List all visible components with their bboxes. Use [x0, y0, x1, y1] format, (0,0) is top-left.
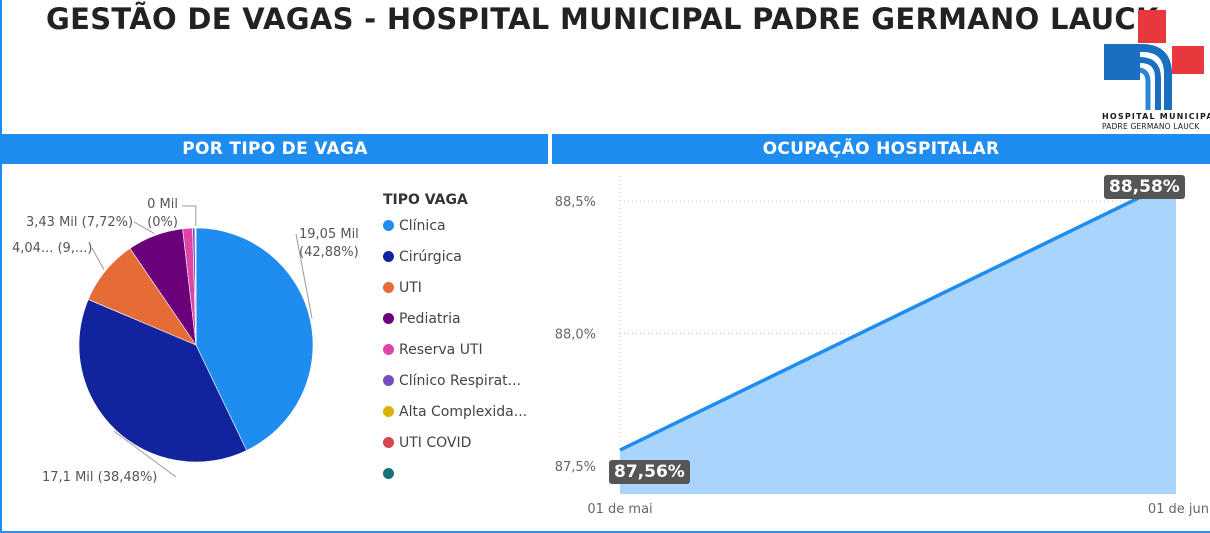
pie-data-label: 17,1 Mil (38,48%): [42, 470, 157, 485]
end-value-label: 88,58%: [1104, 175, 1185, 199]
legend-label: UTI COVID: [399, 434, 472, 451]
legend-items: Clínica Cirúrgica UTI Pediatria Reserva UTI C…: [383, 210, 527, 489]
legend-label: Clínico Respirat...: [399, 372, 521, 389]
logo-text-line2: PADRE GERMANO LAUCK: [1102, 122, 1200, 131]
pie-leader-line: [91, 247, 105, 270]
area-chart[interactable]: 87,5% 88,0% 88,5% 01 de mai 01 de jun: [552, 164, 1210, 532]
legend-item[interactable]: Reserva UTI: [383, 334, 527, 365]
x-tick-label: 01 de mai: [587, 502, 652, 517]
legend-item[interactable]: Alta Complexida...: [383, 396, 527, 427]
legend-marker: [383, 468, 394, 479]
legend-item[interactable]: [383, 458, 527, 489]
pie-data-label: 0 Mil: [147, 197, 178, 212]
legend-label: Pediatria: [399, 310, 461, 327]
legend-item[interactable]: Cirúrgica: [383, 241, 527, 272]
x-tick-label: 01 de jun: [1148, 502, 1209, 517]
legend-marker: [383, 220, 394, 231]
pie-slice[interactable]: [78, 299, 248, 463]
legend-marker: [383, 313, 394, 324]
legend-marker: [383, 375, 394, 386]
pie-leader-line: [295, 233, 313, 319]
series-line[interactable]: [619, 178, 1177, 452]
pie-data-label: 4,04... (9,...): [12, 241, 92, 256]
y-tick-label: 88,5%: [555, 195, 596, 210]
legend-marker: [383, 344, 394, 355]
pie-chart-header: POR TIPO DE VAGA: [2, 134, 548, 164]
legend-marker: [383, 282, 394, 293]
pie-data-label: (42,88%): [299, 245, 359, 260]
start-value-label: 87,56%: [609, 460, 690, 484]
frame-left-border: [0, 0, 2, 533]
legend-item[interactable]: UTI COVID: [383, 427, 527, 458]
legend-label: Reserva UTI: [399, 341, 483, 358]
legend-label: UTI: [399, 279, 422, 296]
legend-item[interactable]: Pediatria: [383, 303, 527, 334]
pie-data-label: 3,43 Mil (7,72%): [26, 215, 133, 230]
legend-item[interactable]: Clínico Respirat...: [383, 365, 527, 396]
pie-leader-line: [182, 205, 197, 227]
logo-text-line1: HOSPITAL MUNICIPAL: [1102, 112, 1210, 121]
pie-slice[interactable]: [195, 227, 314, 451]
y-tick-label: 87,5%: [555, 460, 596, 475]
y-tick-label: 88,0%: [555, 328, 596, 343]
pie-legend: TIPO VAGA Clínica Cirúrgica UTI Pediatria Re…: [383, 192, 527, 489]
legend-label: Cirúrgica: [399, 248, 462, 265]
legend-item[interactable]: UTI: [383, 272, 527, 303]
pie-chart[interactable]: 19,05 Mil (42,88%) 17,1 Mil (38,48%) 4,04..…: [0, 164, 380, 519]
area-chart-header: OCUPAÇÃO HOSPITALAR: [552, 134, 1210, 164]
legend-marker: [383, 406, 394, 417]
legend-title: TIPO VAGA: [383, 192, 468, 208]
legend-label: Clínica: [399, 217, 446, 234]
frame-bottom-border: [0, 531, 1210, 533]
page-title: GESTÃO DE VAGAS - HOSPITAL MUNICIPAL PAD…: [46, 2, 1159, 36]
pie-data-label: 19,05 Mil: [299, 227, 359, 242]
legend-item[interactable]: Clínica: [383, 210, 527, 241]
pie-leader-line: [133, 221, 155, 234]
legend-label: Alta Complexida...: [399, 403, 528, 420]
legend-marker: [383, 437, 394, 448]
pie-data-label: (0%): [147, 215, 178, 230]
logo-emblem-icon: [1104, 10, 1204, 110]
legend-marker: [383, 251, 394, 262]
pie-leader-line: [113, 430, 177, 478]
hospital-logo: HOSPITAL MUNICIPAL PADRE GERMANO LAUCK: [1098, 8, 1210, 134]
area-fill: [620, 179, 1176, 495]
